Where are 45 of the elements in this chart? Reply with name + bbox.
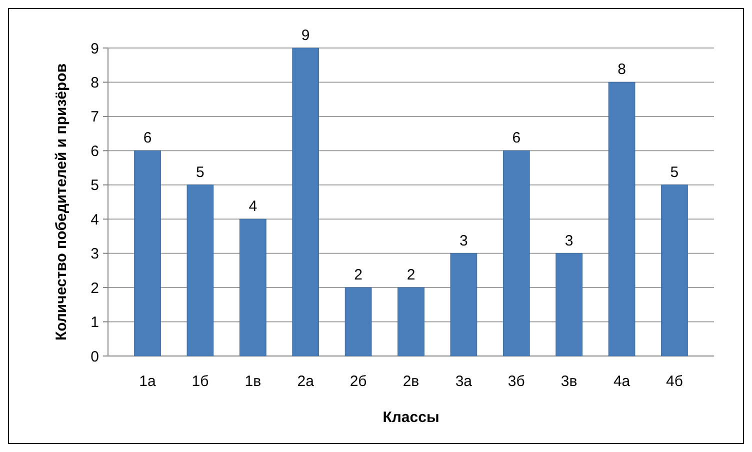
data-label: 6 <box>143 130 152 147</box>
y-tick-label: 6 <box>90 142 99 160</box>
y-tick-label: 5 <box>90 177 99 194</box>
data-label: 2 <box>354 266 362 284</box>
y-tick-label: 0 <box>90 348 99 366</box>
data-label: 5 <box>196 164 204 181</box>
data-label: 9 <box>301 27 310 44</box>
x-tick-label: 2а <box>297 373 315 390</box>
x-tick-label: 1в <box>244 373 262 390</box>
y-axis-title: Количество победителей и призёров <box>53 63 70 341</box>
bar <box>344 287 372 356</box>
x-tick-label: 2б <box>350 373 367 390</box>
x-tick-label: 2в <box>402 373 420 390</box>
x-axis-title: Классы <box>382 409 440 426</box>
y-tick-label: 2 <box>90 280 99 297</box>
bar <box>239 218 266 356</box>
x-tick-label: 3а <box>455 373 473 390</box>
x-tick-label: 3в <box>560 373 578 390</box>
x-tick-label: 1а <box>139 373 157 390</box>
bar <box>661 184 688 356</box>
data-label: 2 <box>406 266 416 284</box>
bar <box>502 150 530 356</box>
data-label: 4 <box>248 198 258 216</box>
data-label: 8 <box>618 61 626 78</box>
y-tick-label: 7 <box>90 108 99 126</box>
y-tick-label: 3 <box>90 246 99 263</box>
x-tick-label: 4а <box>613 373 631 390</box>
data-label: 5 <box>670 164 679 181</box>
bar <box>450 253 478 356</box>
bar <box>292 48 320 356</box>
data-label: 3 <box>564 232 574 250</box>
bar <box>608 82 636 356</box>
bar <box>556 253 583 356</box>
bar <box>134 150 161 356</box>
y-tick-label: 4 <box>90 211 99 228</box>
y-tick-label: 9 <box>90 40 99 58</box>
y-tick-label: 1 <box>90 314 99 332</box>
bar <box>398 287 424 356</box>
x-tick-label: 1б <box>192 373 209 390</box>
data-label: 3 <box>460 232 468 250</box>
bar <box>186 184 214 356</box>
y-tick-label: 8 <box>90 74 99 92</box>
data-label: 6 <box>512 130 521 147</box>
x-tick-label: 3б <box>508 373 525 390</box>
x-tick-label: 4б <box>666 373 683 390</box>
